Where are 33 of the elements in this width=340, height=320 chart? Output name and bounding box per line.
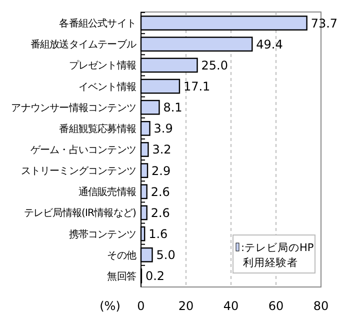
y-tick-label: プレゼント情報 bbox=[68, 60, 136, 72]
x-tick-label: 20 bbox=[178, 299, 194, 313]
text: 8.1 bbox=[163, 100, 182, 115]
text: 0.2 bbox=[145, 269, 165, 284]
text: 49.4 bbox=[256, 37, 283, 52]
y-tick-label: 通信販売情報 bbox=[78, 186, 136, 198]
text: 2.6 bbox=[150, 206, 170, 220]
text: 17.1 bbox=[183, 79, 210, 94]
x-tick-label: 80 bbox=[313, 299, 329, 313]
y-tick-label: 番組観覧応募情報 bbox=[59, 122, 136, 135]
x-tick-label: 0 bbox=[137, 299, 145, 313]
text: 5.0 bbox=[156, 248, 176, 262]
text: 1.6 bbox=[148, 226, 168, 241]
y-tick-label: 番組放送タイムテーブル bbox=[30, 38, 136, 51]
y-tick-label: 無回答 bbox=[107, 270, 136, 282]
y-tick-label: アナウンサー情報コンテンツ bbox=[11, 102, 136, 114]
text: 3.9 bbox=[154, 122, 173, 136]
y-tick-label: 携帯コンテンツ bbox=[68, 228, 136, 240]
text: 25.0 bbox=[201, 58, 228, 72]
y-tick-label: ストリーミングコンテンツ bbox=[20, 166, 136, 178]
legend-label: :テレビ局のHP利用経験者 bbox=[241, 242, 314, 269]
text: 3.2 bbox=[152, 142, 172, 157]
text: 2.9 bbox=[152, 164, 171, 178]
y-tick-label: イベント情報 bbox=[78, 80, 136, 93]
y-tick-label: ゲーム・占いコンテンツ bbox=[30, 144, 136, 156]
y-tick-label: テレビ局情報(IR情報など) bbox=[24, 207, 136, 220]
text: 2.6 bbox=[150, 184, 170, 199]
x-axis-title: (%) bbox=[100, 299, 120, 313]
x-tick-label: 60 bbox=[268, 299, 284, 313]
y-tick-label: その他 bbox=[107, 249, 136, 262]
y-tick-label: 各番組公式サイト bbox=[59, 18, 136, 30]
text: 73.7 bbox=[310, 16, 338, 30]
x-tick-label: 40 bbox=[223, 299, 239, 313]
